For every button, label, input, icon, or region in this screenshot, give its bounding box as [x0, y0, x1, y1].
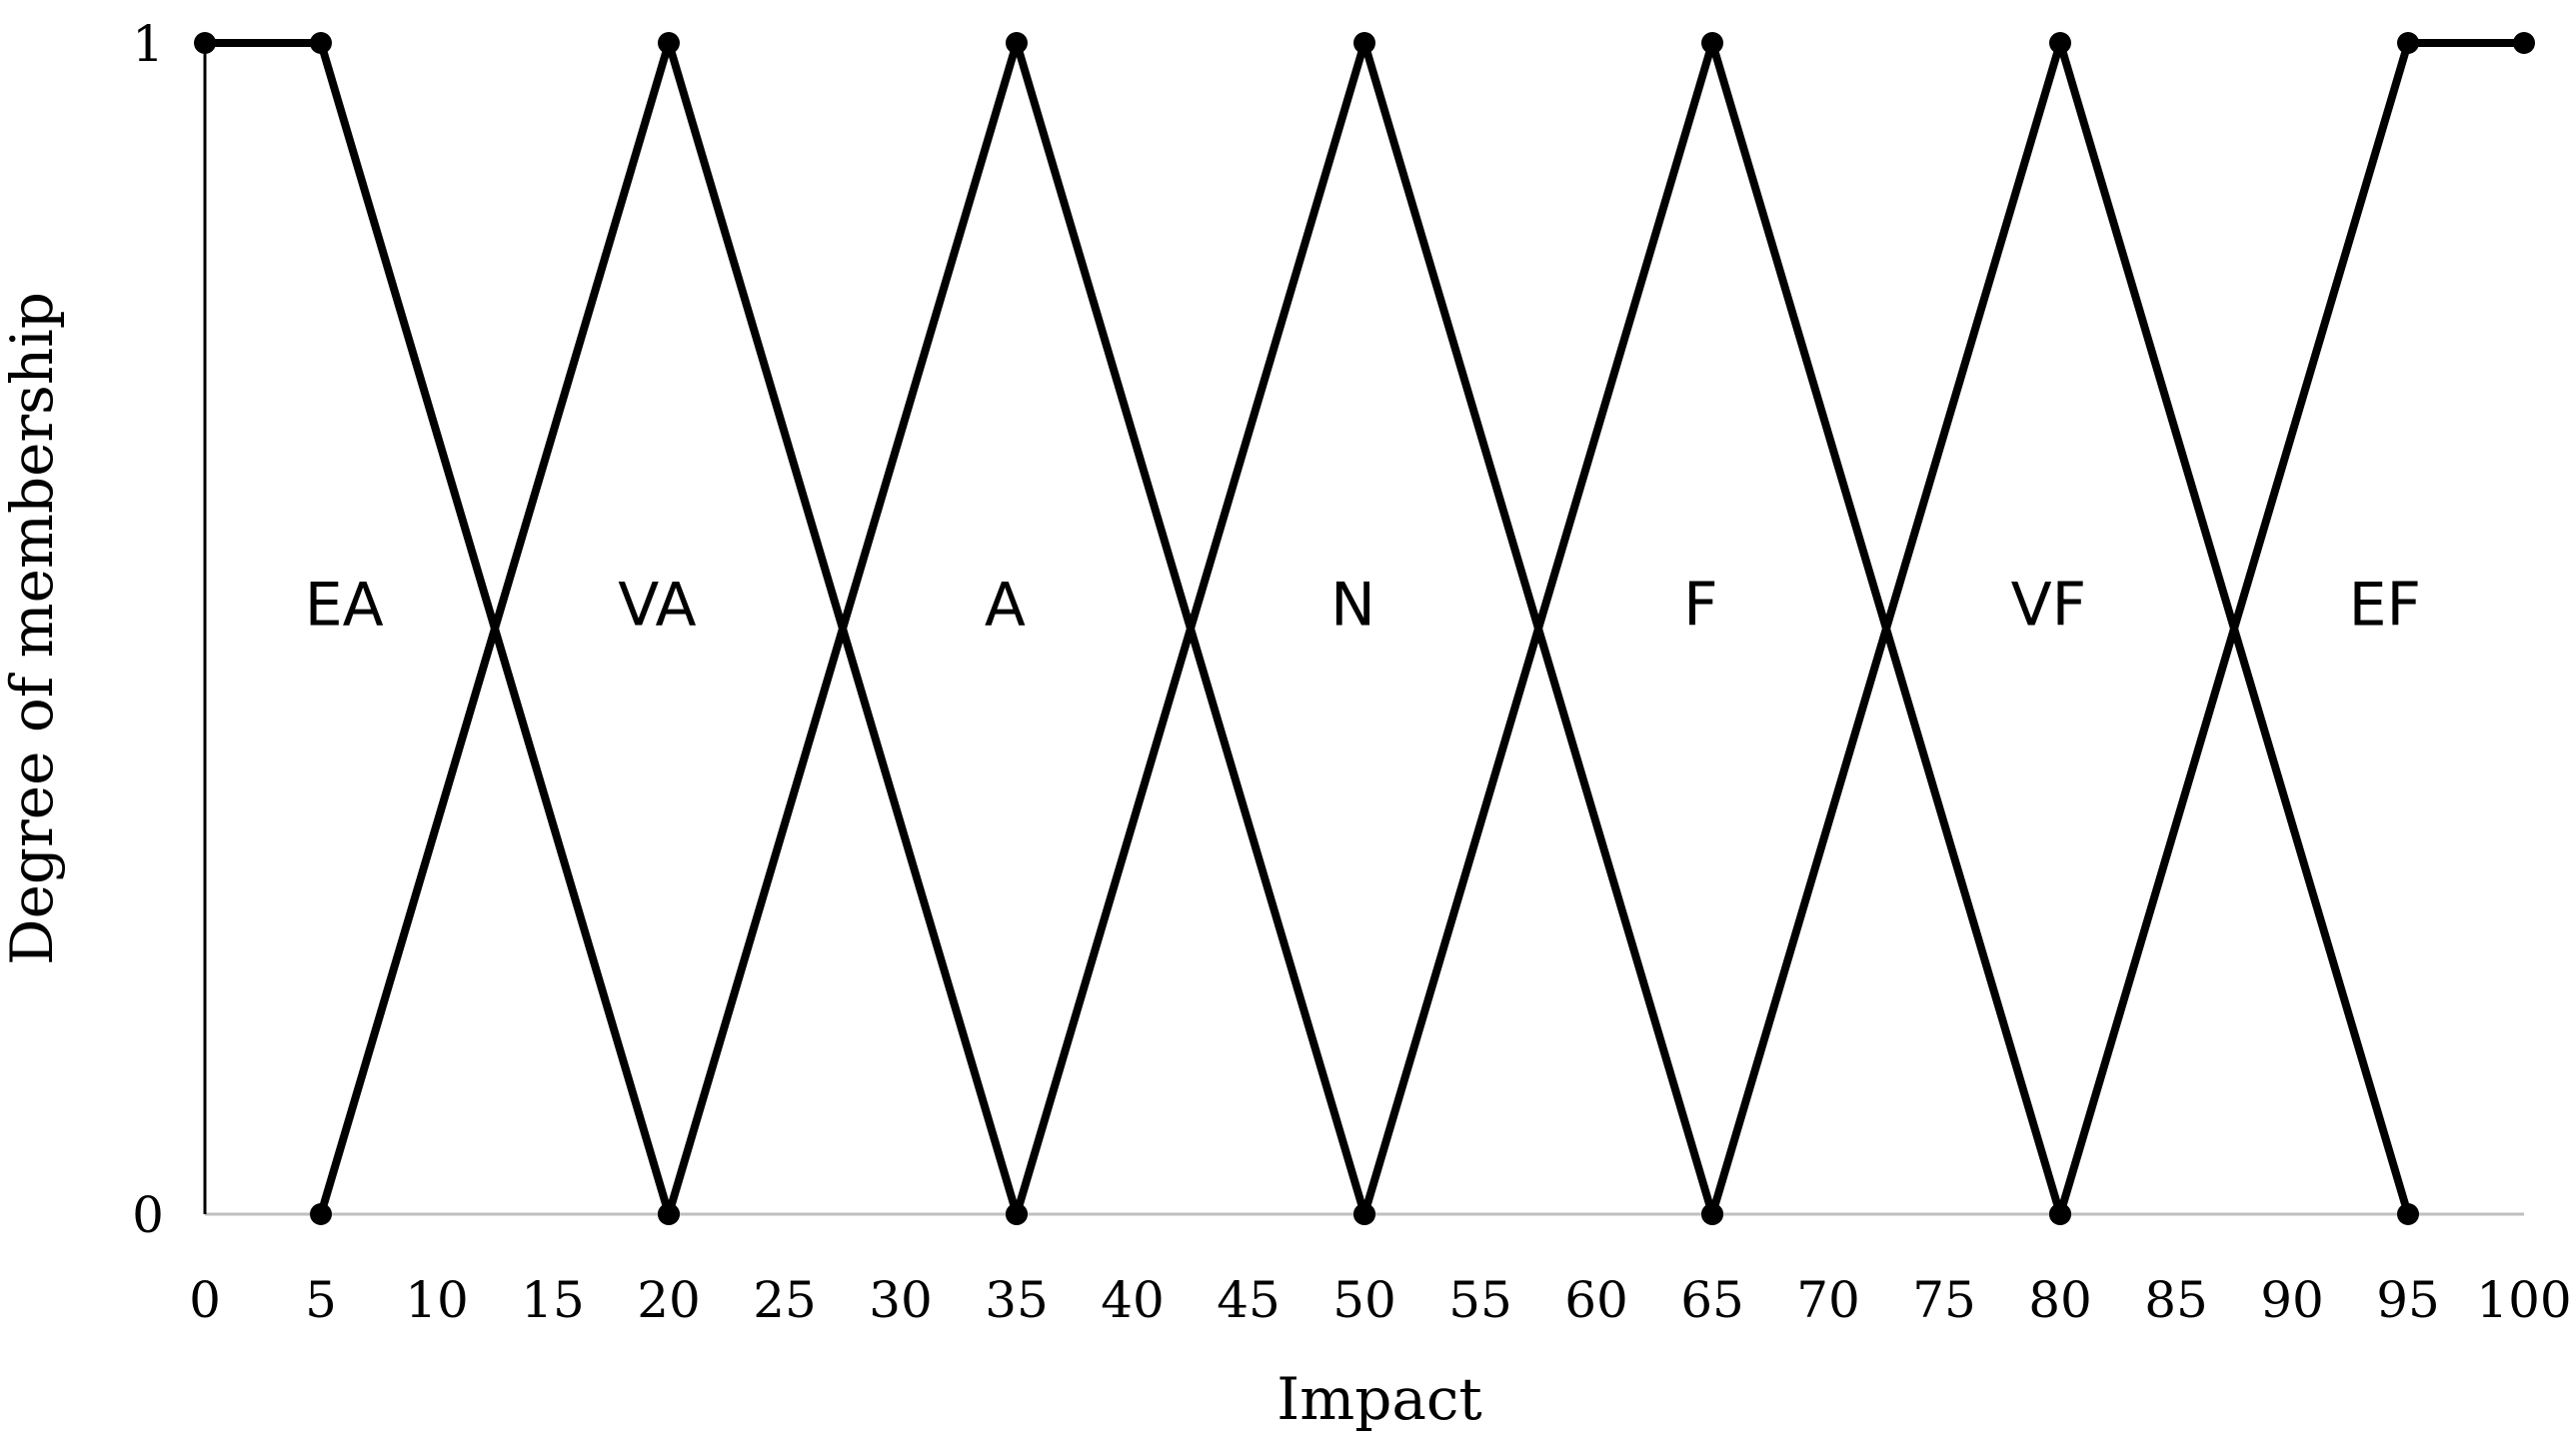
- data-point-ea-0: [194, 32, 216, 54]
- data-point-vf-1: [2049, 32, 2071, 54]
- x-tick-labels: 0 5 10 15 20 25 30 35 40 45 50 55 60 65 70 75 80 85 90 95 10…: [189, 1271, 2572, 1329]
- x-tick-label: 10: [405, 1271, 469, 1329]
- data-point-a-0: [658, 1203, 680, 1225]
- x-tick-label: 50: [1332, 1271, 1396, 1329]
- data-point-ef-0: [2049, 1203, 2071, 1225]
- data-point-n-0: [1006, 1203, 1028, 1225]
- x-tick-label: 90: [2260, 1271, 2324, 1329]
- data-point-vf-2: [2397, 1203, 2419, 1225]
- x-tick-label: 75: [1912, 1271, 1976, 1329]
- data-point-ea-1: [310, 32, 332, 54]
- data-point-ef-1: [2397, 32, 2419, 54]
- x-tick-label: 35: [985, 1271, 1049, 1329]
- data-point-a-1: [1006, 32, 1028, 54]
- x-tick-label: 25: [753, 1271, 817, 1329]
- set-label-n: N: [1330, 571, 1375, 641]
- x-tick-label: 65: [1680, 1271, 1744, 1329]
- series-line-ef: [2056, 39, 2528, 1218]
- set-label-ea: EA: [305, 571, 384, 641]
- data-point-f-1: [1701, 32, 1723, 54]
- data-point-ef-2: [2513, 32, 2535, 54]
- data-point-vf-0: [1701, 1203, 1723, 1225]
- y-tick-label: 1: [132, 15, 164, 73]
- x-tick-label: 60: [1564, 1271, 1628, 1329]
- data-point-va-1: [658, 32, 680, 54]
- x-tick-label: 45: [1217, 1271, 1281, 1329]
- series-line-ea: [201, 39, 673, 1218]
- x-tick-label: 40: [1101, 1271, 1165, 1329]
- set-label-f: F: [1683, 571, 1718, 641]
- set-label-a: A: [985, 571, 1026, 641]
- x-tick-label: 70: [1796, 1271, 1860, 1329]
- series-points: [194, 32, 2535, 1225]
- x-tick-label: 15: [521, 1271, 585, 1329]
- data-point-n-1: [1353, 32, 1375, 54]
- y-axis-title: Degree of membership: [0, 292, 66, 965]
- x-tick-label: 95: [2376, 1271, 2440, 1329]
- data-point-va-0: [310, 1203, 332, 1225]
- x-axis-title: Impact: [1277, 1365, 1481, 1433]
- x-tick-label: 55: [1448, 1271, 1512, 1329]
- set-label-ef: EF: [2349, 571, 2421, 641]
- x-tick-label: 85: [2144, 1271, 2208, 1329]
- y-tick-labels: 01: [132, 15, 164, 1244]
- set-label-vf: VF: [2011, 571, 2087, 641]
- x-tick-label: 20: [637, 1271, 701, 1329]
- data-point-f-0: [1353, 1203, 1375, 1225]
- x-tick-label: 5: [305, 1271, 337, 1329]
- x-tick-label: 100: [2476, 1271, 2571, 1329]
- y-tick-label: 0: [132, 1186, 164, 1244]
- set-label-va: VA: [618, 571, 696, 641]
- x-tick-label: 30: [869, 1271, 933, 1329]
- x-tick-label: 0: [189, 1271, 221, 1329]
- x-tick-label: 80: [2028, 1271, 2092, 1329]
- set-labels: EA VA A N F VF EF: [305, 571, 2421, 641]
